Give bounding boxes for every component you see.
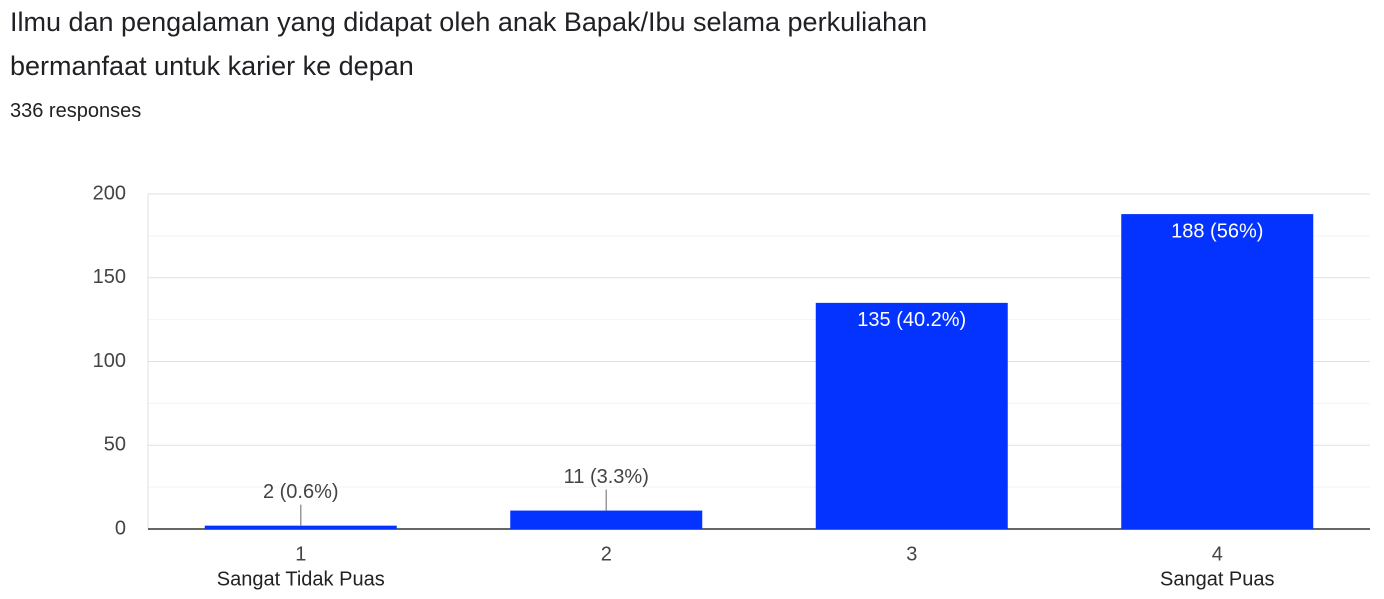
bar xyxy=(510,510,703,529)
x-tick-sublabel: Sangat Puas xyxy=(1160,568,1275,590)
y-tick-label: 50 xyxy=(104,434,126,456)
y-tick-label: 100 xyxy=(93,350,126,372)
y-tick-label: 0 xyxy=(115,517,126,539)
chart-subtitle: 336 responses xyxy=(10,100,142,122)
x-tick-sublabel: Sangat Tidak Puas xyxy=(217,568,385,590)
x-tick-label: 3 xyxy=(906,543,917,565)
bar xyxy=(1121,214,1314,529)
data-label: 11 (3.3%) xyxy=(564,466,649,488)
bar xyxy=(204,525,397,529)
chart-title: Ilmu dan pengalaman yang didapat oleh an… xyxy=(10,7,928,81)
x-tick-label: 1 xyxy=(295,543,306,565)
x-tick-label: 4 xyxy=(1212,543,1223,565)
y-tick-label: 200 xyxy=(93,182,126,204)
bar xyxy=(815,302,1008,529)
data-label: 188 (56%) xyxy=(1171,220,1263,242)
y-tick-label: 150 xyxy=(93,266,126,288)
data-label: 135 (40.2%) xyxy=(857,309,966,331)
x-tick-label: 2 xyxy=(601,543,612,565)
data-label: 2 (0.6%) xyxy=(263,481,339,503)
